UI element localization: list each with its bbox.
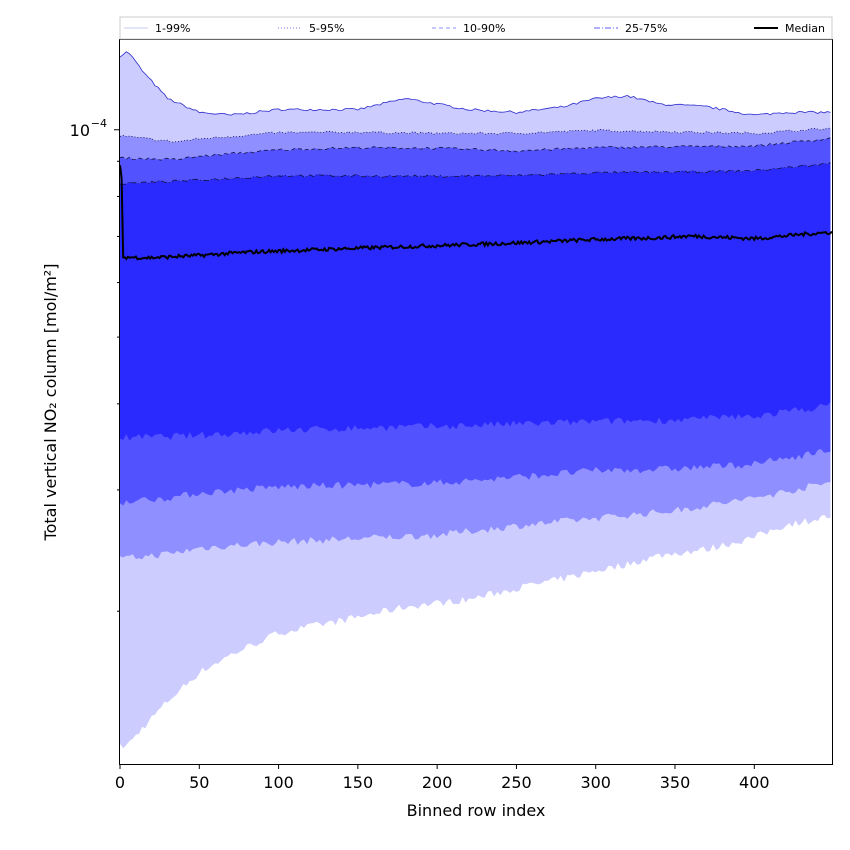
y-tick-label-exponent: −4 (91, 117, 107, 130)
legend-label-1-99%: 1-99% (155, 22, 190, 35)
x-axis-ticks: 0 50 100 150 200 250 300 350 400 (115, 764, 770, 792)
legend-label-25-75%: 25-75% (625, 22, 667, 35)
band-upper-edge-10-90% (119, 137, 831, 161)
legend-label-Median: Median (785, 22, 825, 35)
y-axis-label: Total vertical NO₂ column [mol/m²] (41, 264, 60, 542)
legend-frame (119, 16, 833, 40)
median-layer (119, 165, 833, 261)
band-upper-edge-25-75% (119, 162, 831, 185)
legend-label-5-95%: 5-95% (309, 22, 344, 35)
y-axis-ticks: 10 −4 (70, 117, 120, 612)
band-upper-edge-5-95% (119, 127, 831, 143)
legend-label-10-90%: 10-90% (463, 22, 505, 35)
x-tick-label: 250 (501, 773, 532, 792)
x-tick-label: 400 (739, 773, 770, 792)
band-25-75% (120, 162, 831, 441)
x-tick-label: 100 (263, 773, 294, 792)
legend: 1-99% 5-95% 10-90% 25-75% Median (119, 16, 833, 40)
x-tick-label: 300 (580, 773, 611, 792)
x-tick-label: 200 (422, 773, 453, 792)
x-axis-label: Binned row index (407, 801, 546, 820)
x-tick-label: 50 (189, 773, 209, 792)
percentile-bands (119, 51, 831, 749)
x-tick-label: 0 (115, 773, 125, 792)
x-tick-label: 350 (660, 773, 691, 792)
median-line (119, 165, 833, 261)
x-tick-label: 150 (343, 773, 374, 792)
legend-items: 1-99% 5-95% 10-90% 25-75% Median (124, 22, 825, 35)
y-tick-label: 10 (70, 121, 90, 140)
band-upper-edge-1-99% (119, 51, 831, 116)
